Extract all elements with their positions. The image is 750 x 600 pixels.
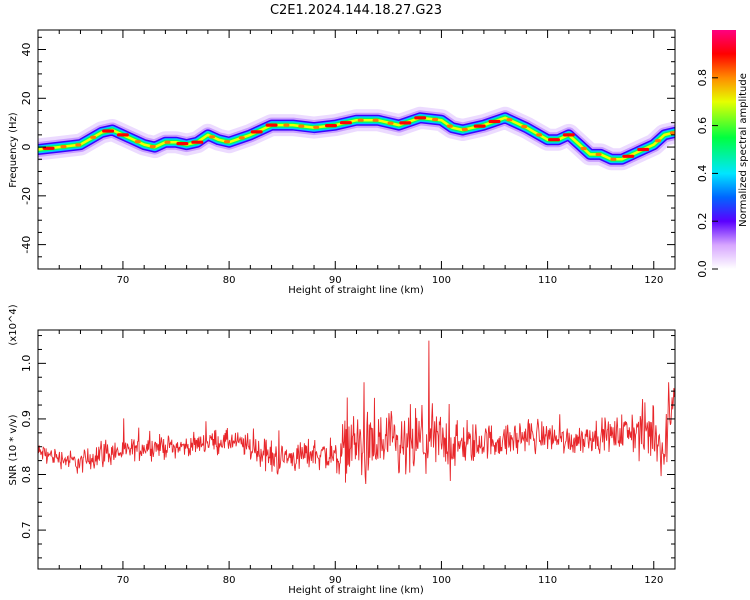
snr-panel: 70 80 90 100 110 120 0.7 0.8 0.9 1.0 Height of s… (8, 304, 676, 596)
ridge-peak (387, 121, 394, 125)
ridge-layer (38, 106, 675, 171)
x-tick-label: 80 (223, 275, 236, 286)
ridge-peak (90, 135, 97, 139)
ridge-peak (357, 118, 364, 122)
colorbar-tick-label: 0.8 (696, 69, 709, 87)
ridge-peak (209, 135, 216, 139)
y-tick-label: 0.9 (20, 410, 33, 428)
snr-x-label: Height of straight line (km) (288, 585, 424, 596)
x-tick-label: 70 (117, 275, 130, 286)
ridge-peak (75, 143, 82, 147)
spectrogram-y-ticks: -40 -20 0 20 40 (20, 36, 675, 270)
y-tick-label: -40 (20, 236, 33, 254)
ridge-peak (521, 125, 528, 129)
ridge-peak (164, 140, 171, 144)
snr-series-line (38, 340, 675, 484)
ridge-peak (60, 145, 67, 149)
ridge-peak (372, 118, 379, 122)
ridge-peak (102, 129, 115, 133)
y-tick-label: 0 (20, 144, 33, 151)
y-tick-label: 20 (20, 91, 33, 105)
snr-y-label: SNR (10 * v/v) (8, 414, 19, 485)
ridge-peak (238, 136, 245, 140)
ridge-peak (399, 121, 412, 125)
x-tick-label: 90 (329, 575, 342, 586)
x-tick-label: 90 (329, 275, 342, 286)
colorbar-ramp (712, 30, 736, 269)
colorbar-tick-label: 0.6 (696, 117, 709, 135)
ridge-peak (176, 142, 189, 146)
ridge-peak (536, 133, 543, 137)
ridge-peak (414, 116, 427, 120)
ridge-peak (283, 123, 290, 127)
x-tick-label: 100 (432, 275, 451, 286)
colorbar-tick-label: 0.0 (696, 260, 709, 278)
spectrogram-x-label: Height of straight line (km) (288, 285, 424, 296)
ridge-peak (595, 152, 602, 156)
ridge-peak (134, 140, 141, 144)
colorbar: 0.0 0.2 0.4 0.6 0.8 Normalized spectral ampl… (696, 30, 749, 278)
x-tick-label: 120 (644, 575, 663, 586)
figure-title: C2E1.2024.144.18.27.G23 (270, 3, 442, 18)
snr-x-ticks: 70 80 90 100 110 120 (37, 330, 676, 586)
y-tick-label: 0.7 (20, 521, 33, 539)
snr-y-ticks: 0.7 0.8 0.9 1.0 (20, 335, 675, 559)
ridge-peak (339, 121, 352, 125)
ridge-peak (265, 123, 278, 127)
x-tick-label: 80 (223, 575, 236, 586)
x-tick-label: 110 (538, 275, 557, 286)
snr-line-layer (38, 340, 675, 484)
ridge-peak (580, 146, 587, 151)
ridge-peak (446, 124, 453, 128)
x-tick-label: 100 (432, 575, 451, 586)
ridge-peak (473, 124, 486, 128)
colorbar-ticks: 0.0 0.2 0.4 0.6 0.8 (696, 69, 718, 278)
x-tick-label: 70 (117, 575, 130, 586)
ridge-peak (432, 117, 439, 122)
y-tick-label: -20 (20, 187, 33, 205)
y-tick-label: 40 (20, 43, 33, 57)
colorbar-label: Normalized spectral amplitude (738, 73, 749, 227)
y-tick-label: 0.8 (20, 466, 33, 484)
ridge-peak (224, 140, 230, 144)
ridge-peak (622, 154, 635, 158)
ridge-peak (298, 124, 305, 128)
snr-multiplier: (x10^4) (8, 304, 19, 345)
colorbar-tick-label: 0.2 (696, 212, 709, 230)
y-tick-label: 1.0 (20, 355, 33, 373)
ridge-peak (548, 138, 560, 142)
ridge-peak (325, 124, 337, 128)
x-tick-label: 120 (644, 275, 663, 286)
ridge-peak (313, 125, 320, 129)
ridge-peak (191, 140, 204, 144)
ridge-peak (610, 157, 617, 161)
spectrogram-panel: 70 80 90 100 110 120 -40 -20 0 20 40 Height of st… (8, 29, 676, 296)
ridge-peak (655, 139, 661, 143)
colorbar-tick-label: 0.4 (696, 165, 709, 183)
ridge-peak (116, 133, 129, 137)
x-tick-label: 110 (538, 575, 557, 586)
ridge-peak (149, 145, 156, 149)
ridge-peak (669, 131, 675, 135)
ridge-peak (506, 118, 513, 122)
spectrogram-x-ticks: 70 80 90 100 110 120 (37, 30, 676, 286)
ridge-peak (250, 130, 263, 134)
ridge-peak (637, 147, 650, 152)
ridge-peak (488, 119, 501, 124)
ridge-peak (562, 133, 575, 137)
ridge-peak (461, 127, 468, 132)
spectrogram-y-label: Frequency (Hz) (8, 112, 19, 188)
